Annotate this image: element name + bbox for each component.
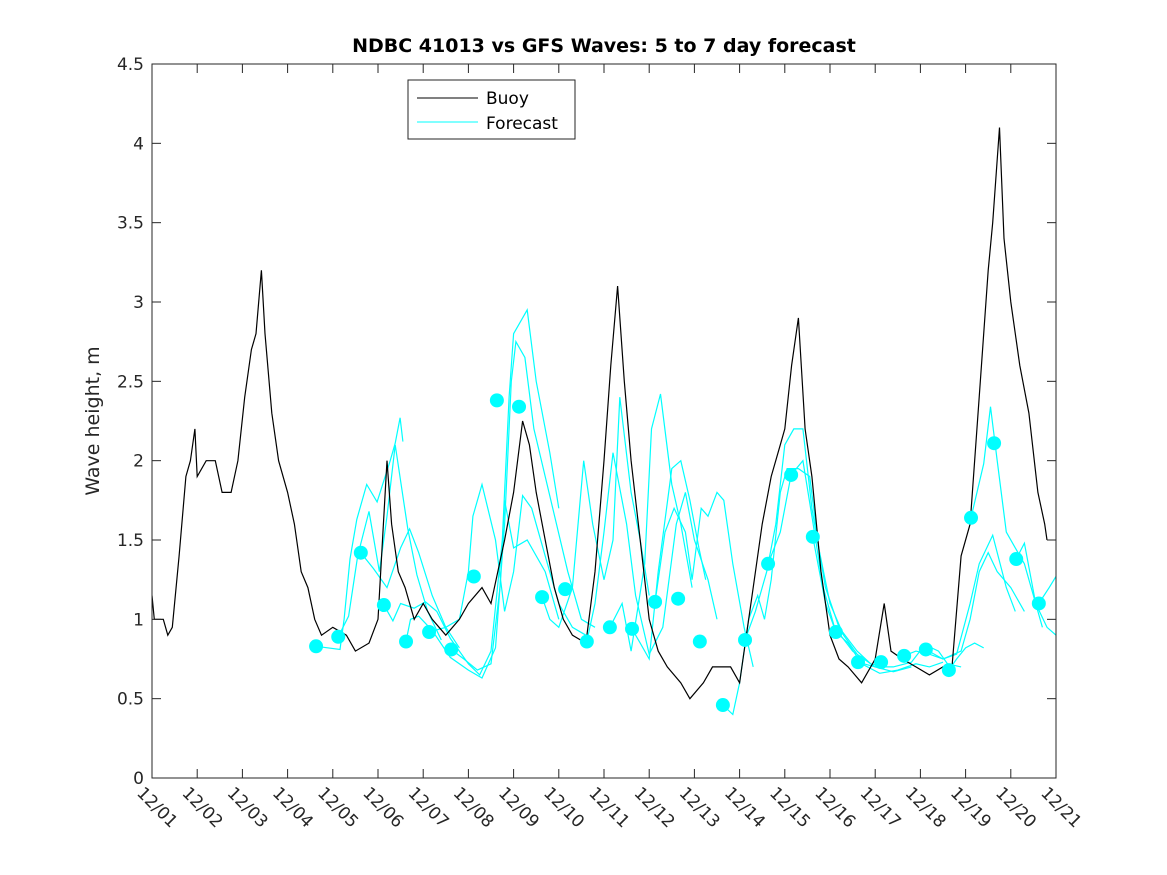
- plot-background: [152, 64, 1056, 778]
- y-tick-label: 4: [133, 134, 144, 154]
- forecast-point-29: [964, 510, 979, 525]
- y-tick-label: 1.5: [117, 531, 144, 551]
- y-tick-label: 0: [133, 769, 144, 789]
- forecast-line-18: [925, 551, 1025, 660]
- forecast-point-22: [805, 529, 820, 544]
- forecast-point-27: [918, 642, 933, 657]
- forecast-point-4: [399, 634, 414, 649]
- forecast-point-25: [874, 655, 889, 670]
- buoy-line: [152, 127, 1048, 700]
- x-tick-label: 12/12: [630, 783, 679, 832]
- forecast-point-2: [353, 545, 368, 560]
- y-tick-label: 3.5: [117, 214, 144, 234]
- forecast-point-15: [648, 594, 663, 609]
- legend-box: [407, 79, 576, 140]
- y-tick-label: 1: [133, 610, 144, 630]
- forecast-point-28: [941, 663, 956, 678]
- x-tick-label: 12/07: [404, 783, 453, 832]
- x-tick-label: 12/02: [178, 783, 227, 832]
- forecast-line-3: [383, 308, 560, 676]
- forecast-point-31: [1009, 552, 1024, 567]
- x-tick-label: 12/04: [268, 783, 317, 832]
- chart-title: NDBC 41013 vs GFS Waves: 5 to 7 day fore…: [352, 35, 856, 57]
- forecast-point-6: [444, 642, 459, 657]
- x-tick-label: 12/14: [720, 783, 769, 832]
- x-tick-label: 12/11: [584, 783, 633, 832]
- forecast-line-13: [744, 428, 885, 668]
- forecast-point-17: [692, 634, 707, 649]
- forecast-line-20: [970, 406, 1043, 628]
- forecast-line-0: [316, 417, 404, 651]
- y-tick-label: 2: [133, 452, 144, 472]
- x-tick-label: 12/18: [901, 783, 950, 832]
- forecast-point-13: [602, 620, 617, 635]
- forecast-point-1: [331, 629, 346, 644]
- forecast-line-11: [654, 491, 754, 668]
- forecast-line-7: [541, 397, 650, 629]
- x-tick-label: 12/10: [539, 783, 588, 832]
- x-tick-label: 12/21: [1036, 783, 1085, 832]
- forecast-point-0: [309, 639, 324, 654]
- y-tick-label: 2.5: [117, 372, 144, 392]
- legend: Buoy Forecast: [407, 79, 576, 140]
- forecast-point-9: [512, 399, 527, 414]
- forecast-line-6: [450, 500, 560, 671]
- legend-buoy-label: Buoy: [486, 89, 529, 109]
- forecast-point-5: [422, 625, 437, 640]
- x-tick-label: 12/20: [991, 783, 1040, 832]
- y-tick-label: 0.5: [117, 690, 144, 710]
- plot-area: [152, 64, 1056, 778]
- x-tick-label: 12/16: [810, 783, 859, 832]
- forecast-point-30: [987, 436, 1002, 451]
- forecast-point-24: [851, 655, 866, 670]
- forecast-point-8: [489, 393, 504, 408]
- forecast-point-11: [558, 582, 573, 597]
- forecast-line-19: [948, 642, 984, 671]
- legend-forecast-label: Forecast: [486, 114, 558, 134]
- x-tick-label: 12/08: [449, 783, 498, 832]
- x-tick-label: 12/19: [946, 783, 995, 832]
- forecast-point-19: [738, 632, 753, 647]
- forecast-point-20: [761, 556, 776, 571]
- x-tick-label: 12/01: [132, 783, 181, 832]
- x-tick-label: 12/09: [494, 783, 543, 832]
- x-tick-label: 12/13: [675, 783, 724, 832]
- forecast-point-21: [784, 467, 799, 482]
- forecast-point-7: [466, 569, 481, 584]
- forecast-point-16: [671, 591, 686, 606]
- x-tick-label: 12/06: [358, 783, 407, 832]
- forecast-point-26: [897, 648, 912, 663]
- forecast-point-3: [376, 598, 391, 613]
- forecast-point-12: [579, 634, 594, 649]
- x-tick-label: 12/17: [856, 783, 905, 832]
- series-group: [152, 127, 1056, 716]
- forecast-point-32: [1031, 596, 1046, 611]
- forecast-line-9: [609, 393, 693, 652]
- forecast-point-14: [625, 621, 640, 636]
- y-tick-label: 3: [133, 293, 144, 313]
- forecast-point-10: [535, 590, 550, 605]
- forecast-line-2: [360, 527, 460, 649]
- x-tick-label: 12/03: [223, 783, 272, 832]
- forecast-line-10: [631, 459, 707, 661]
- x-tick-label: 12/05: [313, 783, 362, 832]
- forecast-line-1: [337, 444, 442, 641]
- x-tick-label: 12/15: [765, 783, 814, 832]
- y-tick-label: 4.5: [117, 55, 144, 75]
- forecast-point-23: [828, 625, 843, 640]
- forecast-line-15: [812, 536, 944, 674]
- y-axis-label: Wave height, m: [82, 346, 104, 495]
- forecast-point-18: [715, 698, 730, 713]
